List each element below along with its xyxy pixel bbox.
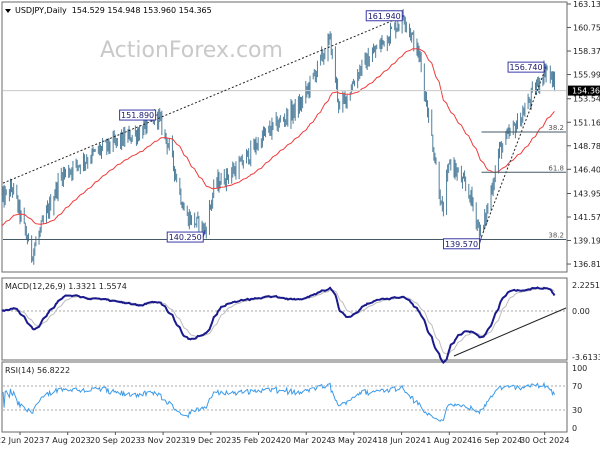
current-price-label: 154.365 xyxy=(572,87,600,96)
macd-line xyxy=(1,286,556,365)
x-tick-label: 22 Jun 2023 xyxy=(0,436,44,445)
x-tick-label: 18 Jun 2024 xyxy=(378,436,426,445)
y-tick-label: 158.370 xyxy=(573,47,600,56)
macd-tick-label: -3.6133 xyxy=(572,353,600,362)
ohlc-values: 154.529 154.948 153.960 154.365 xyxy=(72,6,212,15)
y-tick-label: 151.160 xyxy=(573,118,600,127)
x-tick-label: 3 Nov 2023 xyxy=(140,436,186,445)
swing-price-label: 156.740 xyxy=(510,63,543,72)
swing-price-connector xyxy=(479,236,482,244)
swing-price-label: 161.940 xyxy=(368,12,401,21)
x-tick-label: 16 Sep 2024 xyxy=(472,436,523,445)
trendline-dashed xyxy=(2,15,405,184)
dropdown-triangle-icon[interactable] xyxy=(5,9,11,13)
y-tick-label: 143.950 xyxy=(573,189,600,198)
x-tick-label: 5 Feb 2024 xyxy=(236,436,281,445)
rsi-panel xyxy=(1,361,568,433)
rsi-tick-label: 100 xyxy=(572,364,587,373)
y-tick-label: 141.570 xyxy=(573,213,600,222)
y-tick-label: 139.190 xyxy=(573,237,600,246)
y-tick-label: 136.810 xyxy=(573,260,600,269)
rsi-tick-label: 0 xyxy=(572,424,577,433)
y-tick-label: 148.780 xyxy=(573,142,600,151)
y-tick-label: 146.400 xyxy=(573,165,600,174)
rsi-tick-label: 30 xyxy=(572,406,582,415)
swing-price-label: 140.250 xyxy=(169,233,202,242)
fib-level-label: 38.2 xyxy=(548,124,564,132)
macd-tick-label: 2.2251 xyxy=(572,281,600,290)
swing-price-label: 139.570 xyxy=(445,240,478,249)
swing-price-label: 151.890 xyxy=(121,111,154,120)
x-tick-label: 3 May 2024 xyxy=(330,436,377,445)
swing-price-box xyxy=(507,61,545,73)
y-tick-label: 153.540 xyxy=(573,95,600,104)
symbol-label: USDJPY,Daily xyxy=(15,6,67,15)
x-tick-label: 30 Oct 2024 xyxy=(520,436,569,445)
x-tick-label: 7 Aug 2023 xyxy=(45,436,91,445)
x-tick-label: 1 Aug 2024 xyxy=(426,436,472,445)
y-tick-label: 163.130 xyxy=(573,0,600,9)
y-tick-label: 160.750 xyxy=(573,24,600,33)
fib-level-label: 38.2 xyxy=(548,231,564,239)
macd-panel xyxy=(1,277,568,361)
fib-level-label: 61.8 xyxy=(548,164,564,172)
rsi-tick-label: 70 xyxy=(572,382,582,391)
macd-tick-label: 0.00 xyxy=(572,307,590,316)
rsi-line xyxy=(2,381,555,422)
symbol-title: USDJPY,Daily 154.529 154.948 153.960 154.… xyxy=(15,6,212,15)
moving-average-line xyxy=(1,48,555,227)
macd-title: MACD(12,26,9) 1.3321 1.5574 xyxy=(5,282,127,291)
macd-trendline xyxy=(453,307,567,357)
main-panel xyxy=(1,1,568,273)
rsi-title: RSI(14) 56.8222 xyxy=(5,366,70,375)
x-tick-label: 19 Dec 2023 xyxy=(185,436,236,445)
watermark: ActionForex.com xyxy=(100,38,283,63)
current-price-tag xyxy=(568,85,600,96)
x-tick-label: 20 Sep 2023 xyxy=(90,436,141,445)
y-tick-label: 155.990 xyxy=(573,71,600,80)
x-tick-label: 20 Mar 2024 xyxy=(281,436,332,445)
swing-price-connector xyxy=(202,229,206,238)
